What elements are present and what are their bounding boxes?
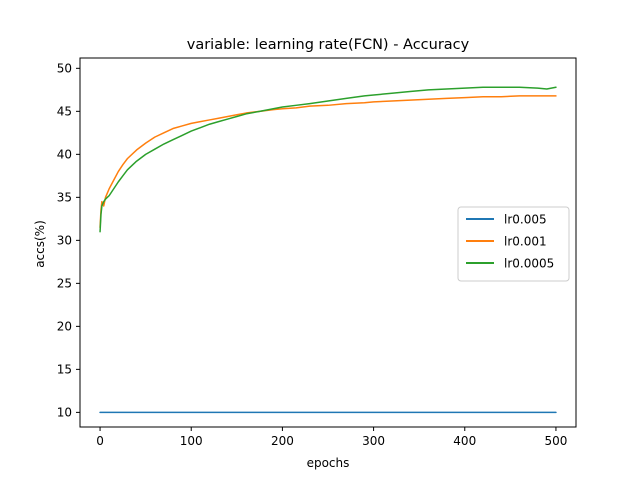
- y-tick-label: 50: [57, 61, 72, 75]
- legend-label: lr0.0005: [504, 257, 554, 271]
- x-axis: 0 100 200 300 400 500: [96, 427, 567, 448]
- y-tick-label: 20: [57, 319, 72, 333]
- legend: lr0.005 lr0.001 lr0.0005: [457, 206, 570, 282]
- y-tick-label: 40: [57, 147, 72, 161]
- y-tick-label: 30: [57, 233, 72, 247]
- legend-label: lr0.005: [504, 213, 547, 227]
- y-tick-label: 15: [57, 362, 72, 376]
- series-line-lr0.001: [99, 95, 557, 229]
- y-tick-label: 25: [57, 276, 72, 290]
- x-tick-label: 500: [544, 434, 567, 448]
- legend-label: lr0.001: [504, 235, 547, 249]
- x-axis-label: epochs: [307, 456, 350, 470]
- x-tick-label: 400: [453, 434, 476, 448]
- series-layer: [99, 86, 557, 414]
- series-line-lr0.0005: [99, 86, 557, 233]
- x-tick-label: 300: [362, 434, 385, 448]
- chart-title: variable: learning rate(FCN) - Accuracy: [187, 37, 470, 53]
- y-tick-label: 45: [57, 104, 72, 118]
- plot-frame: [79, 57, 577, 428]
- x-tick-label: 200: [271, 434, 294, 448]
- y-axis: 10 15 20 25 30 35 40 45 50: [57, 61, 80, 419]
- x-tick-label: 0: [96, 434, 104, 448]
- y-tick-label: 35: [57, 190, 72, 204]
- x-tick-label: 100: [180, 434, 203, 448]
- y-tick-label: 10: [57, 405, 72, 419]
- y-axis-label: accs(%): [33, 220, 47, 268]
